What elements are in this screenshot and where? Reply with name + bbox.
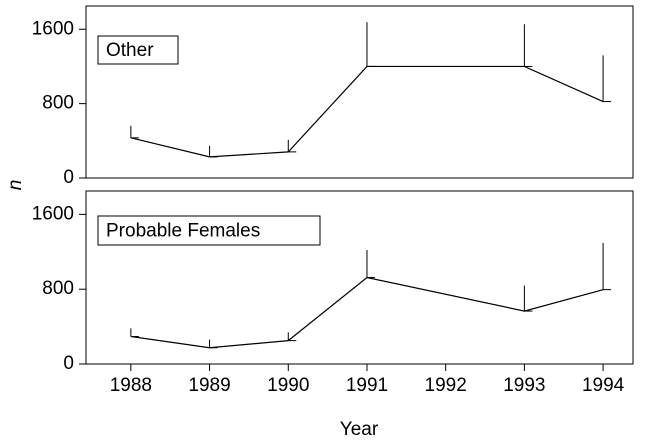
x-tick-label: 1988 <box>110 375 152 396</box>
panel-label-box <box>97 215 321 246</box>
panel-frame <box>85 5 634 179</box>
x-tick-label: 1990 <box>267 375 309 396</box>
data-line <box>130 65 604 158</box>
y-tick-label: 800 <box>42 93 74 114</box>
panel-frame <box>85 190 634 365</box>
y-tick-label: 0 <box>63 353 74 374</box>
x-tick-label: 1991 <box>346 375 388 396</box>
x-tick-label: 1992 <box>425 375 467 396</box>
data-line <box>130 276 604 349</box>
x-tick-label: 1994 <box>582 375 625 396</box>
x-tick-label: 1993 <box>503 375 545 396</box>
y-tick-label: 800 <box>42 278 74 299</box>
y-axis-label: n <box>5 180 26 191</box>
panel-label-box <box>97 35 179 65</box>
x-axis-label: Year <box>340 419 379 440</box>
y-tick-label: 0 <box>63 167 74 188</box>
x-tick-label: 1989 <box>188 375 230 396</box>
y-tick-label: 1600 <box>32 203 74 224</box>
y-tick-label: 1600 <box>32 18 74 39</box>
panel-label: Probable Females <box>106 221 260 242</box>
panel-label: Other <box>106 40 154 61</box>
